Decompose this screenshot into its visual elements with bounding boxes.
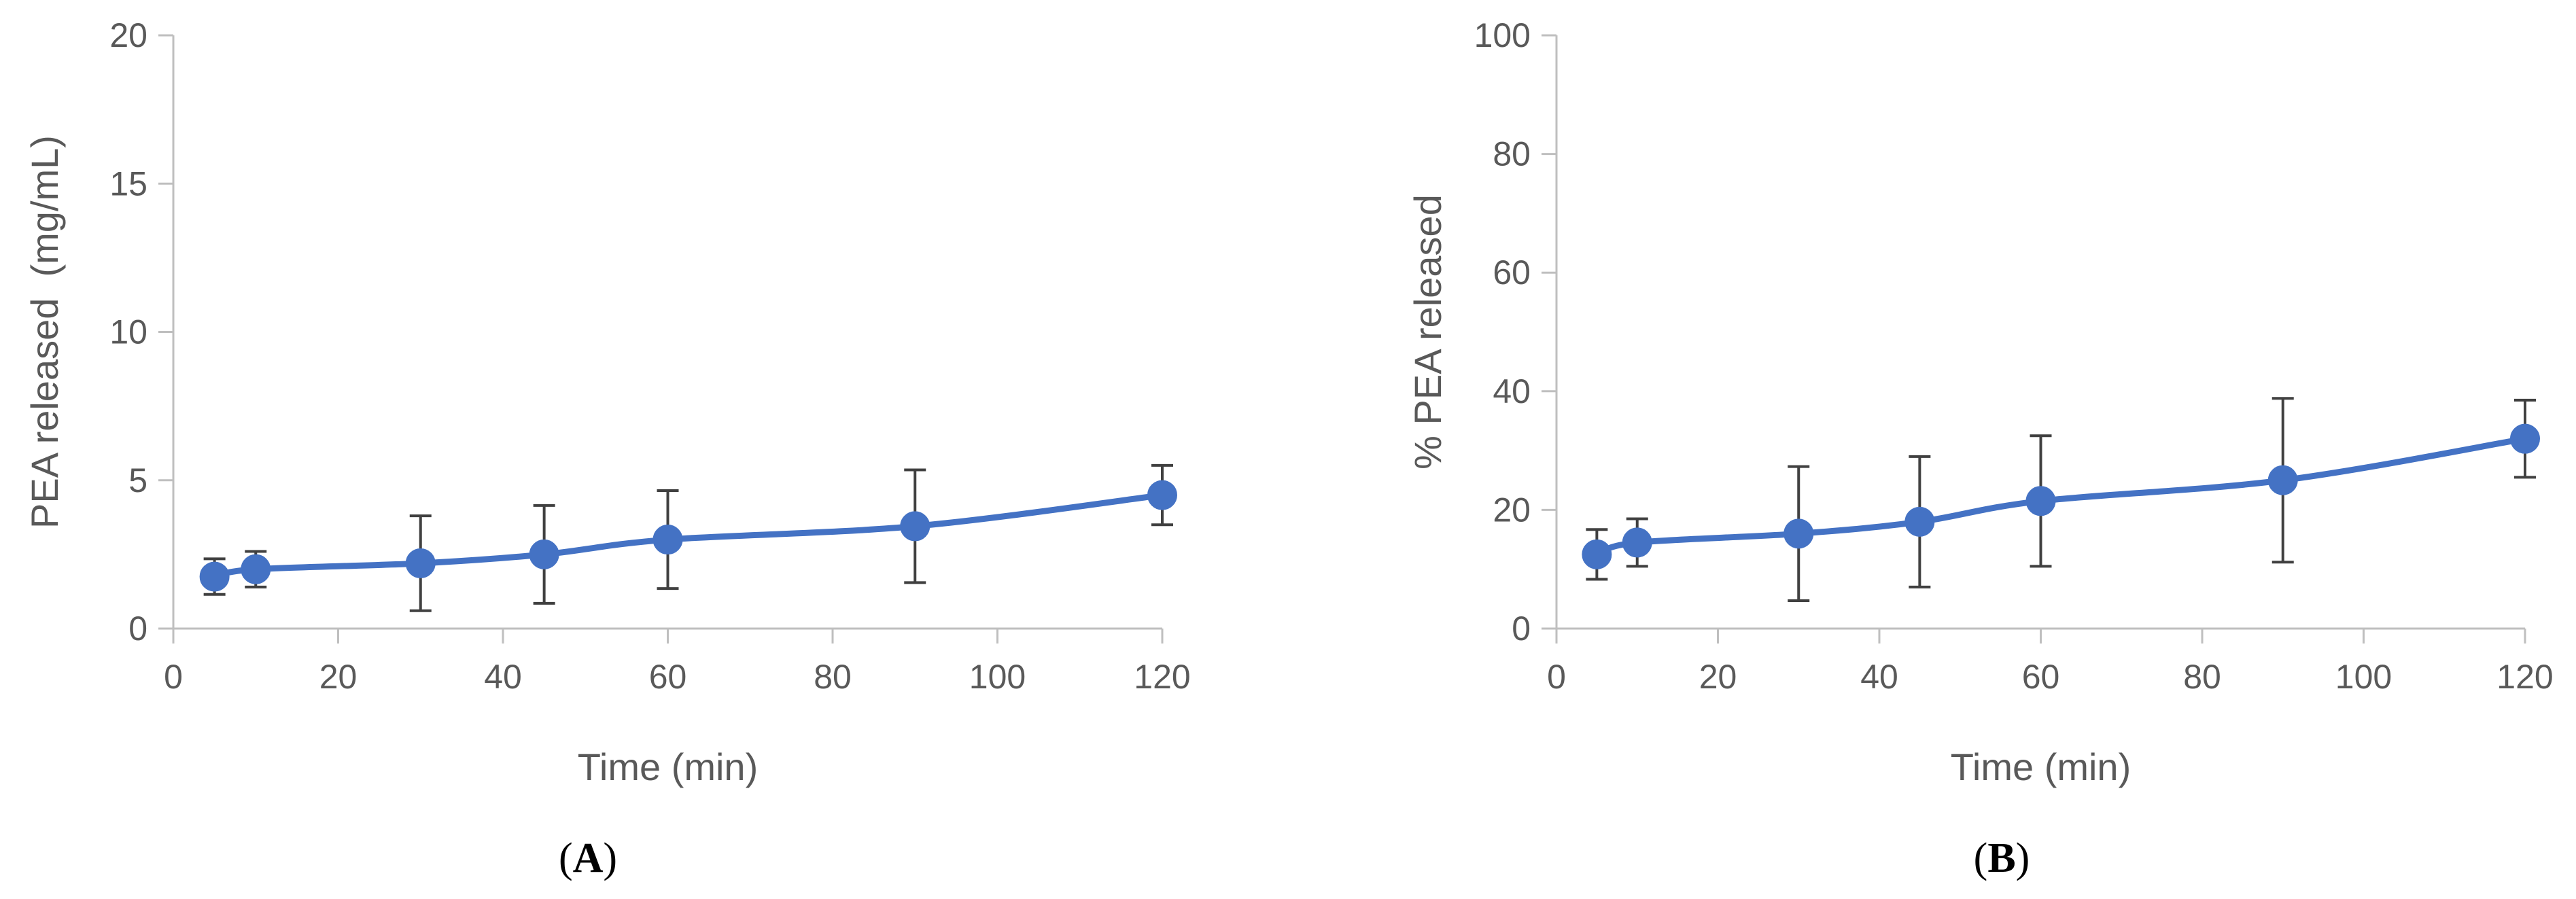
y-tick-label: 80 — [1493, 135, 1531, 173]
data-point — [1147, 480, 1177, 510]
data-point — [1783, 518, 1814, 549]
data-point — [241, 554, 271, 584]
x-tick-label: 100 — [969, 658, 1026, 696]
panel-label: (A) — [559, 835, 617, 881]
y-tick-label: 5 — [128, 461, 147, 499]
data-point — [652, 525, 683, 555]
y-tick-label: 20 — [109, 16, 147, 54]
chart-panel-b: 0 20 40 60 80 100 0 20 40 60 80 100 120 Time (min) % P… — [1406, 16, 2554, 881]
x-tick-label: 120 — [1134, 658, 1190, 696]
data-series — [199, 463, 1177, 612]
x-tick-label: 120 — [2496, 658, 2553, 696]
panel-label: (B) — [1974, 835, 2030, 881]
data-point — [1622, 527, 1652, 558]
x-tick-label: 80 — [814, 658, 852, 696]
data-point — [405, 548, 436, 578]
y-tick-label: 20 — [1493, 491, 1531, 529]
y-tick-label: 0 — [128, 610, 147, 648]
data-point — [2267, 465, 2298, 495]
x-tick-label: 60 — [2022, 658, 2060, 696]
data-point — [1582, 539, 1612, 569]
x-axis-title: Time (min) — [1951, 745, 2131, 788]
x-tick-label: 40 — [484, 658, 522, 696]
y-tick-label: 15 — [109, 164, 147, 202]
y-tick-label: 40 — [1493, 372, 1531, 410]
y-axis-title: % PEA released — [1406, 194, 1449, 470]
y-tick-label: 100 — [1474, 16, 1531, 54]
x-tick-label: 20 — [1699, 658, 1737, 696]
x-tick-label: 100 — [2335, 658, 2392, 696]
data-point — [199, 561, 230, 592]
x-tick-label: 20 — [319, 658, 358, 696]
panel-letter: B — [1987, 835, 2015, 881]
y-tick-label: 10 — [109, 313, 147, 351]
series-line — [1593, 436, 2528, 558]
chart-panel-a: 0 5 10 15 20 0 20 40 60 80 100 120 Time (min) PEA rel… — [23, 16, 1191, 881]
y-axis-title: PEA released (mg/mL) — [23, 135, 66, 529]
x-tick-label: 40 — [1860, 658, 1898, 696]
data-series — [1582, 397, 2540, 602]
x-tick-label: 60 — [649, 658, 687, 696]
x-tick-label: 80 — [2183, 658, 2221, 696]
series-line — [211, 492, 1166, 580]
y-tick-label: 60 — [1493, 253, 1531, 292]
x-tick-label: 0 — [164, 658, 183, 696]
y-tick-label: 0 — [1512, 610, 1531, 648]
x-axis-title: Time (min) — [578, 745, 758, 788]
panel-letter: A — [573, 835, 604, 881]
data-point — [529, 539, 559, 569]
data-point — [1904, 506, 1935, 537]
data-point — [2510, 423, 2540, 454]
data-point — [2025, 486, 2056, 516]
x-tick-label: 0 — [1547, 658, 1566, 696]
data-point — [900, 511, 930, 542]
